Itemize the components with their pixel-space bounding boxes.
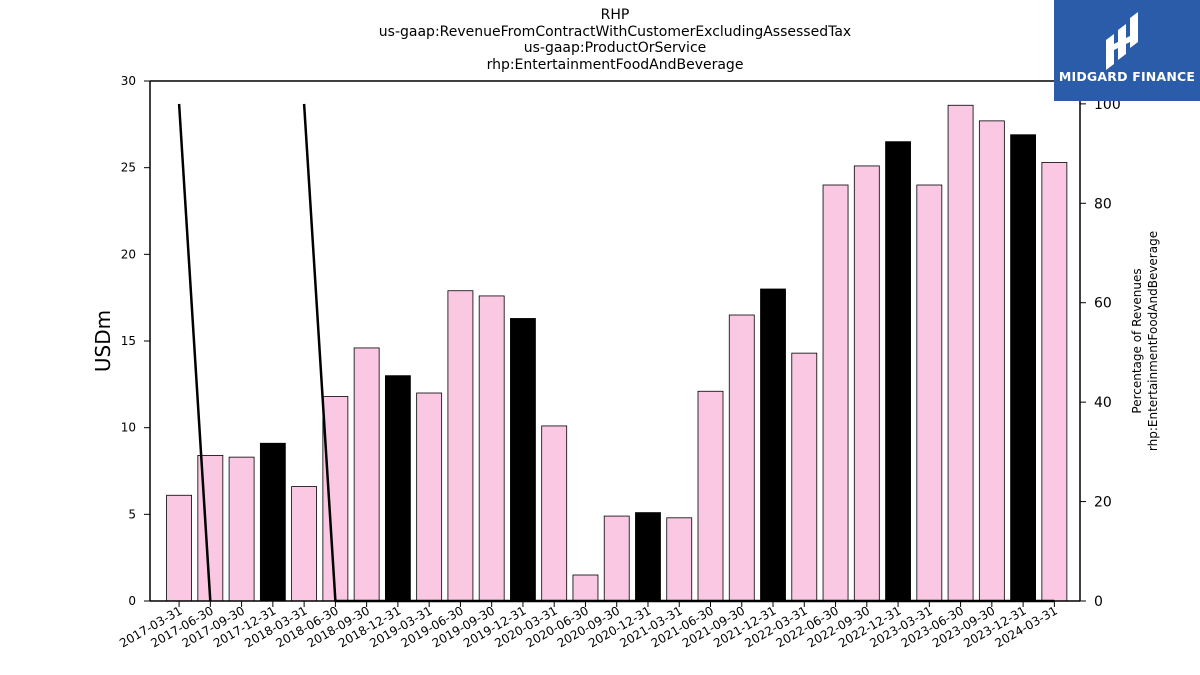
y-tick-label-right-40: 40 [1094, 395, 1112, 411]
bar-2019-12-31 [510, 318, 536, 602]
bar-2023-09-30 [978, 120, 1005, 602]
y-tick-label-right-0: 0 [1094, 594, 1103, 610]
bar-2022-06-30 [822, 184, 849, 602]
bar-2021-06-30 [697, 390, 724, 602]
y-tick-label-left-30: 30 [121, 74, 136, 88]
y-tick-label-right-20: 20 [1094, 495, 1112, 511]
y-tick-label-left-10: 10 [121, 421, 136, 435]
bar-2018-12-31 [384, 375, 411, 602]
logo-mark-icon [1106, 12, 1138, 70]
bar-2024-03-31 [1041, 162, 1068, 602]
bar-2022-09-30 [853, 165, 880, 602]
y-tick-label-left-5: 5 [128, 507, 136, 521]
y-axis-label-right-line2: rhp:EntertainmentFoodAndBeverage [1146, 231, 1160, 451]
y-tick-label-right-80: 80 [1094, 196, 1112, 212]
title-line-3: us-gaap:ProductOrService [523, 40, 707, 56]
y-tick-label-right-60: 60 [1094, 296, 1112, 312]
bar-2023-03-31 [916, 184, 943, 602]
bar-2023-12-31 [1010, 134, 1037, 602]
title-line-1: RHP [600, 7, 630, 23]
y-tick-label-left-20: 20 [121, 247, 136, 261]
y-tick-label-left-15: 15 [121, 334, 136, 348]
bar-2018-03-31 [291, 486, 318, 602]
bar-2017-12-31 [259, 442, 286, 602]
bar-2021-03-31 [666, 517, 693, 602]
y-axis-label-left: USDm [91, 310, 115, 372]
bar-2020-06-30 [572, 574, 599, 602]
bar-2019-06-30 [447, 290, 474, 602]
title-line-4: rhp:EntertainmentFoodAndBeverage [486, 57, 744, 73]
bar-2018-09-30 [353, 347, 380, 602]
bar-2020-12-31 [635, 512, 661, 602]
bar-2021-12-31 [760, 288, 786, 602]
y-tick-label-left-25: 25 [121, 161, 136, 175]
bar-2019-03-31 [416, 392, 443, 602]
bar-2019-09-30 [478, 295, 505, 602]
bar-2023-06-30 [947, 104, 974, 602]
bar-2017-09-30 [228, 456, 255, 602]
bar-2021-09-30 [728, 314, 755, 602]
y-tick-label-left-0: 0 [128, 594, 136, 608]
bar-2020-03-31 [541, 425, 568, 602]
bar-2022-12-31 [885, 141, 911, 602]
midgard-finance-logo: MIDGARD FINANCE [1054, 0, 1200, 101]
bar-2018-06-30 [322, 396, 349, 602]
bar-2020-09-30 [603, 515, 630, 602]
logo-text: MIDGARD FINANCE [1058, 69, 1196, 84]
y-axis-label-right-line1: Percentage of Revenues [1130, 268, 1144, 413]
title-line-2: us-gaap:RevenueFromContractWithCustomerE… [378, 24, 852, 40]
bar-2017-03-31 [166, 494, 192, 602]
bar-2022-03-31 [791, 352, 818, 602]
